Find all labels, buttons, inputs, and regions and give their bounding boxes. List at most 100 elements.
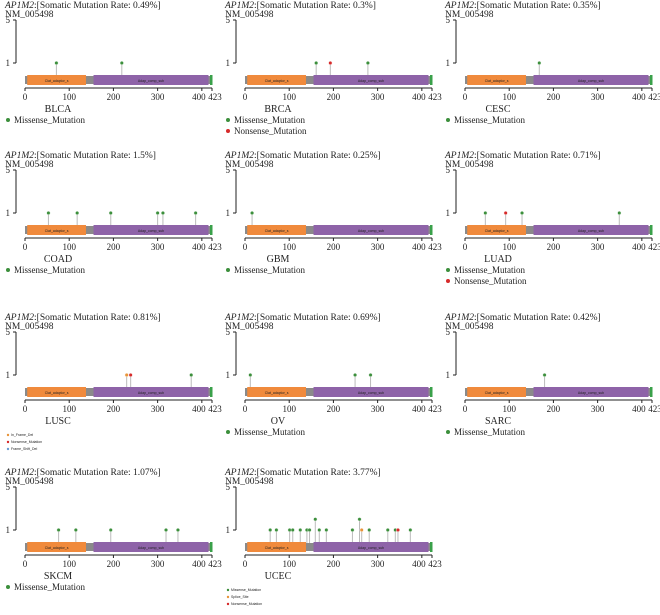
mutation-point <box>367 528 372 533</box>
x-tick-label: 0 <box>243 92 248 102</box>
domain-label: Clat_adaptor_s <box>485 79 509 83</box>
legend-label: In_Frame_Del <box>11 433 33 437</box>
cancer-label: LUAD <box>484 254 512 265</box>
panel-coad: AP1M2:[Somatic Mutation Rate: 1.5%]NM_00… <box>4 151 222 275</box>
x-tick-label: 0 <box>243 242 248 252</box>
x-tick-label: 300 <box>591 242 605 252</box>
y-tick-label: 1 <box>6 208 11 218</box>
y-tick-label: 5 <box>226 15 231 25</box>
mutation-rate: :[Somatic Mutation Rate: 1.5%] <box>34 151 156 161</box>
mutation-point <box>307 528 312 533</box>
cancer-label: LUSC <box>45 416 71 427</box>
x-tick-label: 0 <box>463 92 468 102</box>
domain-adap-comp-sub <box>313 387 429 397</box>
panel-title: AP1M2:[Somatic Mutation Rate: 0.25%] <box>224 151 381 161</box>
x-tick-label: 100 <box>502 242 516 252</box>
mutation-point <box>108 528 113 533</box>
panel-brca: AP1M2:[Somatic Mutation Rate: 0.3%]NM_00… <box>224 1 442 136</box>
y-tick-label: 1 <box>6 58 11 68</box>
mutation-point <box>164 528 169 533</box>
x-tick-label: 200 <box>327 92 341 102</box>
mutation-point <box>290 528 295 533</box>
panel-cesc: AP1M2:[Somatic Mutation Rate: 0.35%]NM_0… <box>444 1 660 125</box>
x-tick-label: 300 <box>371 559 385 569</box>
y-tick-label: 5 <box>226 165 231 175</box>
domain-label: Adap_comp_sub <box>358 79 384 83</box>
protein-end-cap <box>210 225 213 235</box>
mutation-point <box>75 211 80 216</box>
protein-end-cap <box>210 75 213 85</box>
mutation-point <box>317 528 322 533</box>
cancer-label: SARC <box>485 416 511 427</box>
gene-name: AP1M2 <box>4 1 34 11</box>
y-tick-label: 1 <box>6 370 11 380</box>
x-tick-label: 300 <box>151 92 165 102</box>
x-tick-label: 200 <box>107 242 121 252</box>
mutation-point <box>250 211 255 216</box>
mutation-point <box>542 373 547 378</box>
panel-ov: AP1M2:[Somatic Mutation Rate: 0.69%]NM_0… <box>224 313 442 437</box>
mutation-point <box>128 373 133 378</box>
panel-title: AP1M2:[Somatic Mutation Rate: 1.5%] <box>4 151 156 161</box>
x-tick-label: 200 <box>547 242 561 252</box>
y-tick-label: 5 <box>446 15 451 25</box>
x-tick-label: 200 <box>327 404 341 414</box>
domain-label: Adap_comp_sub <box>138 546 164 550</box>
x-tick-label: 0 <box>243 559 248 569</box>
y-tick-label: 1 <box>446 58 451 68</box>
panel-title: AP1M2:[Somatic Mutation Rate: 3.77%] <box>224 468 381 478</box>
legend-marker <box>446 430 450 434</box>
domain-clat-adaptor-s <box>467 75 527 85</box>
y-tick-label: 5 <box>6 482 11 492</box>
legend-label: Splice_Site <box>231 595 249 599</box>
y-tick-label: 5 <box>6 165 11 175</box>
legend-label: Missense_Mutation <box>14 582 85 592</box>
gene-name: AP1M2 <box>444 1 474 11</box>
domain-adap-comp-sub <box>93 75 209 85</box>
mutation-rate: :[Somatic Mutation Rate: 1.07%] <box>34 468 161 478</box>
x-tick-label: 400 <box>192 559 206 569</box>
legend-marker <box>226 602 230 606</box>
mutation-point <box>359 528 364 533</box>
x-tick-label: 0 <box>463 404 468 414</box>
panel-sarc: AP1M2:[Somatic Mutation Rate: 0.42%]NM_0… <box>444 313 660 437</box>
x-tick-label: 0 <box>463 242 468 252</box>
domain-adap-comp-sub <box>313 542 429 552</box>
panel-title: AP1M2:[Somatic Mutation Rate: 0.81%] <box>4 313 161 323</box>
panel-ucec: AP1M2:[Somatic Mutation Rate: 3.77%]NM_0… <box>224 468 442 606</box>
domain-label: Adap_comp_sub <box>138 391 164 395</box>
x-tick-label: 423 <box>428 404 442 414</box>
mutation-rate: :[Somatic Mutation Rate: 0.69%] <box>254 313 381 323</box>
x-tick-label: 100 <box>282 559 296 569</box>
x-tick-label: 423 <box>648 92 660 102</box>
mutation-point <box>193 211 198 216</box>
panel-title: AP1M2:[Somatic Mutation Rate: 0.42%] <box>444 313 601 323</box>
legend-marker <box>446 279 450 283</box>
domain-label: Clat_adaptor_s <box>265 391 289 395</box>
mutation-point <box>328 61 333 66</box>
domain-label: Adap_comp_sub <box>578 79 604 83</box>
x-tick-label: 300 <box>371 404 385 414</box>
panel-gbm: AP1M2:[Somatic Mutation Rate: 0.25%]NM_0… <box>224 151 442 275</box>
x-tick-label: 300 <box>151 242 165 252</box>
mutation-point <box>298 528 303 533</box>
x-tick-label: 400 <box>192 92 206 102</box>
cancer-label: OV <box>271 416 286 427</box>
y-tick-label: 1 <box>6 525 11 535</box>
legend-marker <box>6 585 10 589</box>
legend-label: Missense_Mutation <box>234 265 305 275</box>
mutation-point <box>314 61 319 66</box>
x-tick-label: 300 <box>151 559 165 569</box>
x-tick-label: 100 <box>62 404 76 414</box>
legend-marker <box>6 447 10 451</box>
mutation-point <box>324 528 329 533</box>
x-tick-label: 100 <box>62 242 76 252</box>
mutation-point <box>189 373 194 378</box>
domain-clat-adaptor-s <box>247 542 307 552</box>
legend-label: Missense_Mutation <box>14 115 85 125</box>
legend-marker <box>226 588 230 592</box>
x-tick-label: 400 <box>632 404 646 414</box>
x-tick-label: 423 <box>648 404 660 414</box>
mutation-rate: :[Somatic Mutation Rate: 0.25%] <box>254 151 381 161</box>
